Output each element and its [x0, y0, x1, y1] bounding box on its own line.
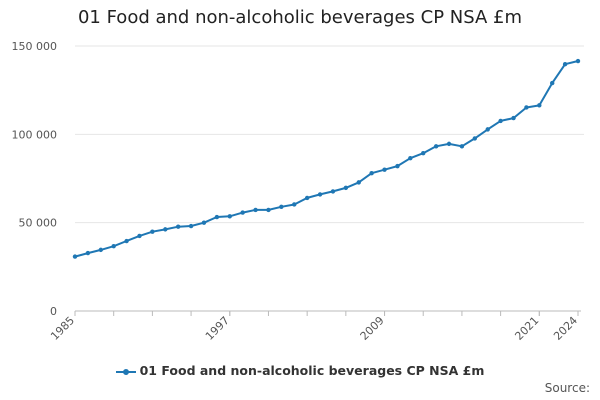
x-tick-label: 2024 — [551, 314, 580, 343]
x-tick-label: 2021 — [512, 314, 541, 343]
data-point[interactable] — [524, 105, 529, 110]
data-point[interactable] — [562, 61, 568, 67]
data-point[interactable] — [343, 185, 349, 191]
series-layer — [72, 58, 581, 259]
data-point[interactable] — [85, 250, 91, 256]
legend[interactable]: 01 Food and non-alcoholic beverages CP N… — [0, 363, 600, 378]
x-tick-label: 2009 — [358, 314, 387, 343]
data-point[interactable] — [72, 254, 78, 259]
x-tick-label: 1997 — [203, 314, 232, 343]
data-point[interactable] — [330, 189, 336, 194]
data-point[interactable] — [433, 144, 439, 149]
data-point[interactable] — [472, 136, 478, 141]
y-axis-labels: 0 50 000 100 000 150 000 — [12, 40, 58, 318]
data-point[interactable] — [498, 118, 503, 124]
data-point[interactable] — [304, 195, 310, 201]
data-point[interactable] — [408, 155, 413, 161]
data-point[interactable] — [163, 227, 168, 232]
data-point[interactable] — [188, 223, 194, 229]
data-point[interactable] — [292, 202, 297, 207]
x-axis-ticks: 1985 1997 2009 2021 2024 — [48, 311, 580, 343]
data-point[interactable] — [124, 238, 129, 244]
data-point[interactable] — [459, 144, 465, 149]
x-tick-label: 1985 — [48, 314, 77, 343]
data-point[interactable] — [356, 180, 361, 185]
data-point[interactable] — [537, 103, 542, 108]
legend-swatch-icon — [115, 367, 136, 377]
data-point[interactable] — [511, 115, 516, 121]
data-point[interactable] — [421, 151, 426, 156]
data-point[interactable] — [253, 207, 258, 213]
y-tick-label: 100 000 — [12, 128, 58, 141]
data-point[interactable] — [201, 220, 207, 225]
data-point[interactable] — [150, 229, 155, 234]
chart-title: 01 Food and non-alcoholic beverages CP N… — [77, 7, 523, 28]
data-point[interactable] — [369, 171, 374, 176]
data-point[interactable] — [175, 224, 181, 229]
y-tick-label: 0 — [50, 305, 57, 318]
data-point[interactable] — [111, 243, 116, 249]
data-point[interactable] — [550, 80, 555, 86]
data-point[interactable] — [317, 192, 323, 197]
data-point[interactable] — [266, 207, 271, 213]
data-point[interactable] — [446, 141, 452, 147]
series-line[interactable] — [74, 60, 579, 258]
y-tick-label: 50 000 — [19, 217, 58, 230]
data-point[interactable] — [382, 167, 387, 172]
data-point[interactable] — [240, 210, 245, 215]
source-label: Source: — [544, 381, 590, 395]
data-point[interactable] — [395, 163, 400, 169]
data-point[interactable] — [279, 204, 284, 209]
y-tick-label: 150 000 — [12, 40, 58, 53]
data-point[interactable] — [227, 214, 232, 219]
gridlines — [75, 45, 584, 224]
data-point[interactable] — [485, 127, 490, 132]
data-point[interactable] — [214, 214, 220, 220]
legend-label: 01 Food and non-alcoholic beverages CP N… — [139, 363, 485, 378]
data-point[interactable] — [137, 233, 142, 239]
data-point[interactable] — [98, 247, 103, 253]
data-point[interactable] — [575, 58, 581, 64]
